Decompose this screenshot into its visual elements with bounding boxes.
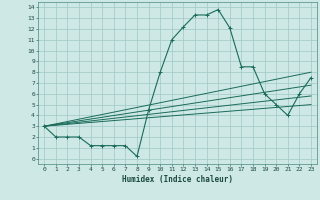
X-axis label: Humidex (Indice chaleur): Humidex (Indice chaleur) — [122, 175, 233, 184]
